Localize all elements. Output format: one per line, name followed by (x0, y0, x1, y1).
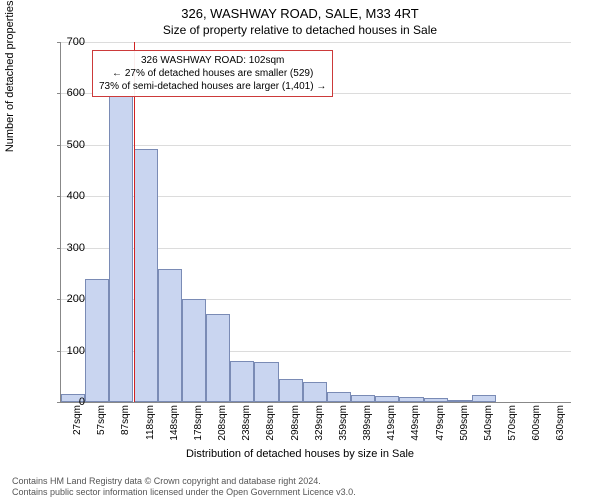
footer-line2: Contains public sector information licen… (12, 487, 588, 498)
histogram-bar (206, 314, 230, 402)
footer-line1: Contains HM Land Registry data © Crown c… (12, 476, 588, 487)
annotation-line1: 326 WASHWAY ROAD: 102sqm (99, 54, 326, 67)
histogram-bar (424, 398, 448, 402)
histogram-bar (182, 299, 206, 402)
chart-title-main: 326, WASHWAY ROAD, SALE, M33 4RT (0, 0, 600, 21)
x-tick: 178sqm (193, 405, 204, 447)
x-tick: 389sqm (362, 405, 373, 447)
y-tick: 700 (45, 36, 85, 48)
histogram-bar (303, 382, 327, 402)
annotation-line2: ← 27% of detached houses are smaller (52… (99, 67, 326, 80)
x-tick: 27sqm (72, 405, 83, 447)
x-tick: 329sqm (314, 405, 325, 447)
histogram-bar (279, 379, 303, 402)
histogram-bar (375, 396, 399, 402)
x-tick: 600sqm (531, 405, 542, 447)
histogram-bar (230, 361, 254, 402)
histogram-bar (327, 392, 351, 402)
x-tick: 57sqm (96, 405, 107, 447)
histogram-bar (85, 279, 109, 402)
x-tick: 148sqm (169, 405, 180, 447)
y-axis-label: Number of detached properties (4, 1, 16, 153)
x-tick: 208sqm (217, 405, 228, 447)
chart-container: 326, WASHWAY ROAD, SALE, M33 4RT Size of… (0, 0, 600, 500)
x-tick: 509sqm (459, 405, 470, 447)
x-tick: 298sqm (290, 405, 301, 447)
x-tick: 540sqm (483, 405, 494, 447)
annotation-line3: 73% of semi-detached houses are larger (… (99, 80, 326, 93)
x-tick: 479sqm (435, 405, 446, 447)
histogram-bar (472, 395, 496, 402)
y-tick: 500 (45, 139, 85, 151)
histogram-bar (399, 397, 423, 402)
y-tick: 300 (45, 242, 85, 254)
annotation-box: 326 WASHWAY ROAD: 102sqm ← 27% of detach… (92, 50, 333, 97)
histogram-bar (351, 395, 375, 402)
x-tick: 238sqm (241, 405, 252, 447)
y-tick: 600 (45, 87, 85, 99)
footer: Contains HM Land Registry data © Crown c… (12, 476, 588, 498)
x-tick: 419sqm (386, 405, 397, 447)
y-tick: 400 (45, 190, 85, 202)
y-tick: 100 (45, 345, 85, 357)
x-tick: 87sqm (120, 405, 131, 447)
x-tick: 630sqm (555, 405, 566, 447)
histogram-bar (158, 269, 182, 402)
x-tick: 268sqm (265, 405, 276, 447)
x-tick: 359sqm (338, 405, 349, 447)
x-axis-label: Distribution of detached houses by size … (0, 448, 600, 460)
gridline (61, 145, 571, 146)
gridline (61, 42, 571, 43)
histogram-bar (109, 96, 133, 402)
x-tick: 118sqm (145, 405, 156, 447)
histogram-bar (134, 149, 158, 402)
histogram-bar (254, 362, 278, 402)
x-tick: 570sqm (507, 405, 518, 447)
histogram-bar (448, 400, 472, 402)
x-tick: 449sqm (410, 405, 421, 447)
y-tick: 200 (45, 293, 85, 305)
chart-title-sub: Size of property relative to detached ho… (0, 21, 600, 37)
